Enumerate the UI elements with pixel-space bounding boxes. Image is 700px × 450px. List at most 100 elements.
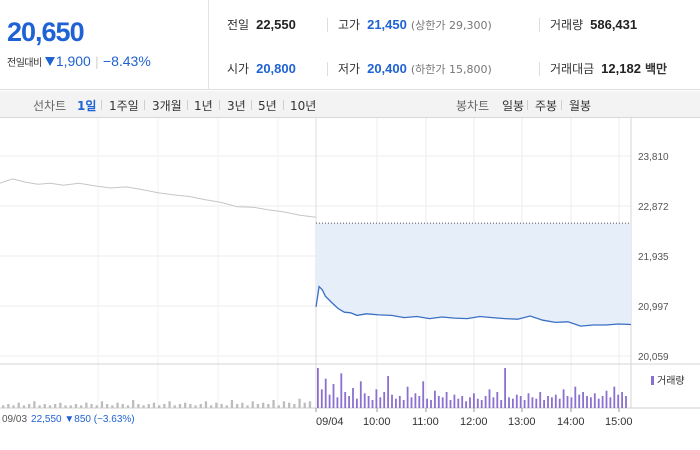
- time-tick-label: 15:00: [605, 416, 633, 428]
- prev-day-volume-bar: [33, 401, 36, 408]
- price-tick-label: 20,059: [638, 352, 669, 363]
- prev-day-volume-bar: [173, 405, 176, 408]
- today-volume-bar: [336, 397, 339, 408]
- prev-day-volume-bar: [184, 402, 187, 408]
- period-1d[interactable]: 1일: [77, 99, 97, 113]
- stat-label: 거래량: [550, 18, 584, 32]
- candle-daily[interactable]: 일봉: [502, 99, 525, 113]
- today-volume-bar: [554, 394, 557, 408]
- stat-divider: [539, 62, 540, 76]
- prev-day-volume-bar: [293, 404, 296, 408]
- today-volume-bar: [570, 397, 573, 408]
- change-value: 1,900: [55, 53, 91, 69]
- today-volume-bar: [586, 396, 588, 408]
- prev-day-summary: 22,550 ▼850 (−3.63%): [31, 414, 135, 425]
- prev-day-volume-bar: [251, 401, 254, 408]
- prev-day-volume-bar: [230, 400, 234, 408]
- prev-day-volume-bar: [74, 404, 78, 408]
- today-volume-bar: [340, 373, 343, 408]
- today-volume-bar: [430, 400, 432, 408]
- today-volume-bar: [453, 394, 456, 408]
- time-tick-label: 10:00: [363, 416, 391, 428]
- today-volume-bar: [371, 400, 374, 408]
- period-divider: [187, 100, 188, 110]
- today-volume-bar: [426, 398, 428, 408]
- today-volume-bar: [535, 398, 538, 408]
- today-volume-bar: [605, 390, 608, 408]
- stat-low: 저가 20,400 (하한가 15,800): [338, 60, 492, 77]
- today-volume-bar: [492, 397, 495, 408]
- candle-chart-label: 봉차트: [456, 99, 490, 113]
- period-divider: [251, 100, 252, 110]
- time-tick-label: 13:00: [508, 416, 536, 428]
- time-axis: 09/04 10:00 11:00 12:00 13:00 14:00 15:00: [315, 408, 633, 428]
- today-volume-bar: [543, 400, 545, 408]
- today-volume-bar: [418, 396, 421, 408]
- stat-value: 12,182: [601, 61, 641, 76]
- prev-close-fill: [316, 223, 631, 327]
- period-toolbar: 선차트 1일 1주일 3개월 1년 3년 5년 10년 봉차트 일봉 주봉 월봉: [0, 91, 700, 118]
- stock-summary-header: 20,650 전일대비 1,900 | −8.43% 전일 22,550 고가 21,45…: [0, 0, 700, 90]
- price-tick-label: 23,810: [638, 152, 669, 163]
- today-volume-bar: [574, 386, 577, 408]
- today-volume-bar: [332, 384, 335, 408]
- today-volume-bar: [621, 392, 623, 408]
- prev-day-volume-bar: [59, 402, 62, 408]
- prev-day-volume-bar: [236, 404, 239, 408]
- today-volume-bar: [457, 398, 460, 408]
- stat-divider: [327, 18, 328, 32]
- period-3y[interactable]: 3년: [227, 99, 246, 113]
- volume-swatch: [651, 376, 654, 385]
- prev-day-volume-bar: [147, 404, 150, 408]
- prev-day-volume-bar: [17, 402, 20, 408]
- prev-day-volume-bar: [210, 405, 213, 408]
- prev-day-volume-bar: [241, 402, 244, 408]
- prev-day-info: 09/03 22,550 ▼850 (−3.63%): [2, 414, 135, 425]
- time-tick-label: 09/04: [316, 416, 344, 428]
- prev-day-volume-bar: [152, 402, 156, 408]
- today-volume-bar: [379, 397, 382, 408]
- candle-monthly[interactable]: 월봉: [569, 99, 592, 113]
- below-prev-close-area: [316, 223, 631, 327]
- prev-day-volume-bar: [158, 405, 161, 408]
- prev-day-volume-bar: [22, 405, 26, 408]
- today-volume-bar: [480, 400, 483, 408]
- today-volume-bar: [531, 397, 534, 408]
- today-volume-bar: [519, 396, 522, 408]
- period-1w[interactable]: 1주일: [109, 99, 139, 113]
- period-10y[interactable]: 10년: [290, 99, 317, 113]
- stat-upper-limit: (상한가 29,300): [410, 19, 492, 32]
- stat-volume: 거래량 586,431: [550, 16, 637, 33]
- today-volume-bar: [617, 394, 620, 408]
- today-volume-bar: [359, 381, 362, 408]
- today-volume-bar: [527, 393, 530, 408]
- prev-day-volume-bar: [106, 404, 109, 408]
- prev-day-volume-bar: [267, 404, 270, 408]
- prev-day-volume-bar: [194, 405, 197, 408]
- intraday-price-chart[interactable]: 23,810 22,872 21,935 20,997 20,059 09/04 10:0…: [0, 118, 700, 450]
- period-divider: [283, 100, 284, 110]
- current-price: 20,650: [7, 17, 85, 47]
- prev-day-volume-bar: [298, 398, 301, 408]
- price-tick-label: 20,997: [638, 302, 669, 313]
- today-volume-bar: [590, 397, 592, 408]
- period-3m[interactable]: 3개월: [152, 99, 182, 113]
- today-volume-bar: [414, 393, 417, 408]
- prev-day-volume-bar: [90, 404, 93, 408]
- period-divider: [219, 100, 220, 110]
- price-tick-label: 22,872: [638, 202, 669, 213]
- prev-day-volume-bar: [199, 404, 202, 408]
- today-volume-bar: [320, 389, 323, 408]
- prev-day-volume-bar: [282, 401, 286, 408]
- period-5y[interactable]: 5년: [258, 99, 277, 113]
- candle-weekly[interactable]: 주봉: [535, 99, 558, 113]
- time-tick-label: 14:00: [557, 416, 585, 428]
- stat-high: 고가 21,450 (상한가 29,300): [338, 16, 492, 33]
- today-volume-bar: [625, 396, 627, 408]
- prev-day-volume-bar: [288, 402, 291, 408]
- prev-day-date: 09/03: [2, 414, 28, 425]
- prev-day-volume-bar: [225, 405, 228, 408]
- today-volume-bar: [449, 400, 452, 408]
- today-volume-bar: [398, 396, 401, 408]
- period-1y[interactable]: 1년: [194, 99, 213, 113]
